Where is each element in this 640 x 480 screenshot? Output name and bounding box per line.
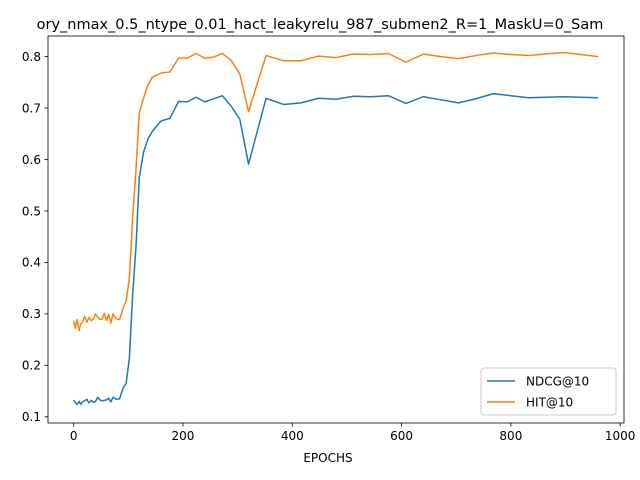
series-line-2 <box>72 51 599 332</box>
y-tick-label: 0.4 <box>22 256 41 270</box>
x-tick-label: 800 <box>499 429 522 443</box>
x-tick-label: 0 <box>70 429 78 443</box>
legend-label-2: HIT@10 <box>526 396 573 410</box>
y-tick-label: 0.5 <box>22 204 41 218</box>
x-tick-label: 1000 <box>605 429 636 443</box>
y-tick-label: 0.7 <box>22 101 41 115</box>
x-tick-label: 400 <box>281 429 304 443</box>
legend: NDCG@10 HIT@10 <box>480 367 617 416</box>
series-line-1 <box>73 92 599 406</box>
legend-label-1: NDCG@10 <box>526 375 589 389</box>
y-tick-label: 0.8 <box>22 50 41 64</box>
x-tick-label: 200 <box>172 429 195 443</box>
x-axis-title: EPOCHS <box>303 451 352 465</box>
chart-title: ory_nmax_0.5_ntype_0.01_hact_leakyrelu_9… <box>37 17 604 33</box>
y-tick-label: 0.6 <box>22 153 41 167</box>
y-tick-label: 0.2 <box>22 359 41 373</box>
axes: 0 200 400 600 800 1000 0.1 0.2 0.3 0.4 0.5 0.6 0.7 0.… <box>22 35 636 443</box>
y-tick-label: 0.3 <box>22 307 41 321</box>
plot-area <box>72 51 599 406</box>
x-tick-label: 600 <box>390 429 413 443</box>
y-tick-label: 0.1 <box>22 410 41 424</box>
legend-box <box>480 367 617 416</box>
axes-frame <box>47 35 625 424</box>
